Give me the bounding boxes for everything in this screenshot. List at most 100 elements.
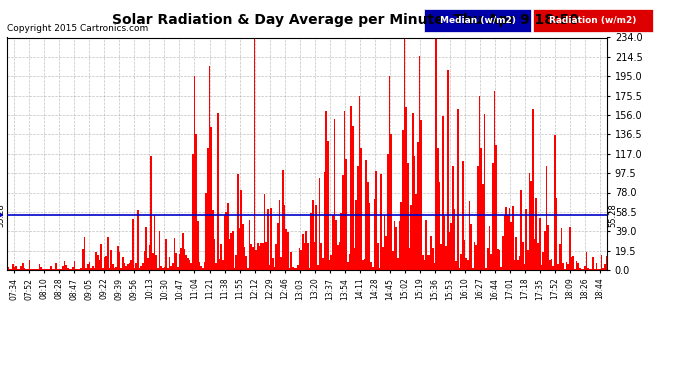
Bar xyxy=(606,256,607,270)
Bar xyxy=(578,263,579,270)
Bar xyxy=(480,148,482,270)
Bar xyxy=(279,200,280,270)
Bar xyxy=(538,243,539,270)
Bar xyxy=(580,269,582,270)
Bar xyxy=(448,232,451,270)
Bar xyxy=(215,263,217,270)
Bar xyxy=(575,261,578,270)
Bar xyxy=(569,227,571,270)
Bar xyxy=(59,269,60,270)
Bar xyxy=(106,256,107,270)
Bar xyxy=(559,244,560,270)
Bar xyxy=(407,164,408,270)
Bar xyxy=(94,268,95,270)
Bar xyxy=(354,248,355,270)
Bar xyxy=(518,260,519,270)
Bar xyxy=(168,257,170,270)
Bar xyxy=(214,239,215,270)
Bar xyxy=(454,209,455,270)
Text: Solar Radiation & Day Average per Minute  Thu Apr 9 18:50: Solar Radiation & Day Average per Minute… xyxy=(112,13,578,27)
Bar xyxy=(17,269,19,270)
Bar xyxy=(424,260,426,270)
Bar xyxy=(52,269,54,270)
Bar xyxy=(558,264,559,270)
Bar xyxy=(587,268,589,270)
Bar xyxy=(357,166,359,270)
Bar xyxy=(62,266,63,270)
Bar xyxy=(307,243,308,270)
Bar xyxy=(347,262,348,270)
Bar xyxy=(175,253,177,270)
Bar xyxy=(335,220,337,270)
Bar xyxy=(210,128,212,270)
Bar xyxy=(219,259,220,270)
Bar xyxy=(479,96,480,270)
Bar xyxy=(297,265,299,270)
Bar xyxy=(242,224,244,270)
Bar xyxy=(23,268,26,270)
Bar xyxy=(177,267,179,270)
Bar xyxy=(359,96,360,270)
Bar xyxy=(554,135,555,270)
Bar xyxy=(422,255,424,270)
Bar xyxy=(384,215,386,270)
Bar xyxy=(192,154,194,270)
Bar xyxy=(555,198,558,270)
Bar xyxy=(464,240,466,270)
Bar xyxy=(434,263,435,270)
Bar xyxy=(88,262,90,270)
Bar xyxy=(546,166,547,270)
Bar xyxy=(539,218,540,270)
Bar xyxy=(77,269,79,270)
Bar xyxy=(280,257,282,270)
Bar xyxy=(592,256,594,270)
Bar xyxy=(314,242,315,270)
Bar xyxy=(395,227,397,270)
Bar xyxy=(206,194,207,270)
Bar xyxy=(14,267,15,270)
Bar xyxy=(55,263,57,270)
Bar xyxy=(250,244,252,270)
Bar xyxy=(264,194,266,270)
Bar xyxy=(248,220,250,270)
Bar xyxy=(542,252,544,270)
Bar xyxy=(382,247,384,270)
Bar xyxy=(122,257,124,270)
Bar xyxy=(511,222,512,270)
Bar xyxy=(284,205,286,270)
Bar xyxy=(352,126,354,270)
Bar xyxy=(474,242,475,270)
Bar xyxy=(157,268,159,270)
Bar xyxy=(520,190,522,270)
Bar xyxy=(72,267,74,270)
Bar xyxy=(435,38,437,270)
Bar xyxy=(551,259,552,270)
Bar xyxy=(487,248,489,270)
Bar xyxy=(399,221,400,270)
Bar xyxy=(126,266,127,270)
Bar xyxy=(426,220,427,270)
Bar xyxy=(411,205,412,270)
Bar xyxy=(75,269,77,270)
Bar xyxy=(182,233,184,270)
Bar xyxy=(134,268,135,270)
Bar xyxy=(602,268,604,270)
Bar xyxy=(495,145,497,270)
Bar xyxy=(37,269,39,270)
Bar xyxy=(132,219,134,270)
Bar xyxy=(471,224,472,270)
Bar xyxy=(549,260,551,270)
Bar xyxy=(180,248,182,270)
Bar xyxy=(272,258,274,270)
Bar xyxy=(452,166,454,270)
Bar xyxy=(142,263,144,270)
Bar xyxy=(224,215,226,270)
Bar xyxy=(268,266,270,270)
Bar xyxy=(388,76,391,270)
Bar xyxy=(417,142,419,270)
Bar xyxy=(147,258,148,270)
Bar xyxy=(232,231,234,270)
Bar xyxy=(306,231,307,270)
Bar xyxy=(259,246,260,270)
Bar xyxy=(254,38,255,270)
